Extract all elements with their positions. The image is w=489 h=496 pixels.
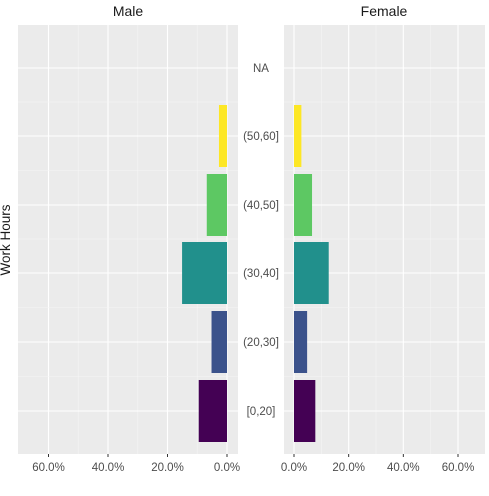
male-bar-20-30 <box>211 311 227 373</box>
female-bars <box>294 105 329 442</box>
category-labels: [0,20] (20,30] (30,40] (40,50] (50,60] NA <box>243 63 279 418</box>
facet-title-male: Male <box>113 3 144 19</box>
female-x-ticks: 0.0% 20.0% 40.0% 60.0% <box>281 454 474 474</box>
category-label-40-50: (40,50] <box>243 200 279 212</box>
panel-male: Male 0.0% 20.0% 40.0% 60.0% <box>18 3 240 474</box>
category-label-na: NA <box>253 63 269 75</box>
panel-female: Female 0.0% 20.0% 40.0% 60.0% <box>281 3 485 474</box>
male-x-tick-label: 40.0% <box>92 462 125 474</box>
female-x-tick-label: 0.0% <box>281 462 307 474</box>
male-x-tick-label: 60.0% <box>32 462 65 474</box>
male-bars <box>182 105 227 442</box>
female-bar-50-60 <box>294 105 302 167</box>
female-panel-background <box>284 25 485 454</box>
male-bar-30-40 <box>182 242 227 304</box>
category-label-30-40: (30,40] <box>243 268 279 280</box>
female-bar-30-40 <box>294 242 329 304</box>
female-x-tick-label: 20.0% <box>332 462 365 474</box>
male-gridlines <box>18 25 238 454</box>
male-bar-0-20 <box>198 380 227 442</box>
female-bar-20-30 <box>294 311 308 373</box>
male-bar-50-60 <box>218 105 227 167</box>
y-axis-title: Work Hours <box>0 204 13 275</box>
female-bar-0-20 <box>294 380 316 442</box>
category-label-0-20: [0,20] <box>247 406 276 418</box>
facet-title-female: Female <box>361 3 408 19</box>
male-x-tick-label: 20.0% <box>151 462 184 474</box>
male-x-ticks: 0.0% 20.0% 40.0% 60.0% <box>32 454 240 474</box>
category-label-50-60: (50,60] <box>243 131 279 143</box>
category-label-20-30: (20,30] <box>243 337 279 349</box>
female-x-tick-label: 60.0% <box>442 462 475 474</box>
female-bar-40-50 <box>294 174 313 236</box>
male-x-tick-label: 0.0% <box>214 462 240 474</box>
female-x-tick-label: 40.0% <box>387 462 420 474</box>
male-bar-40-50 <box>206 174 227 236</box>
female-gridlines <box>284 25 485 454</box>
